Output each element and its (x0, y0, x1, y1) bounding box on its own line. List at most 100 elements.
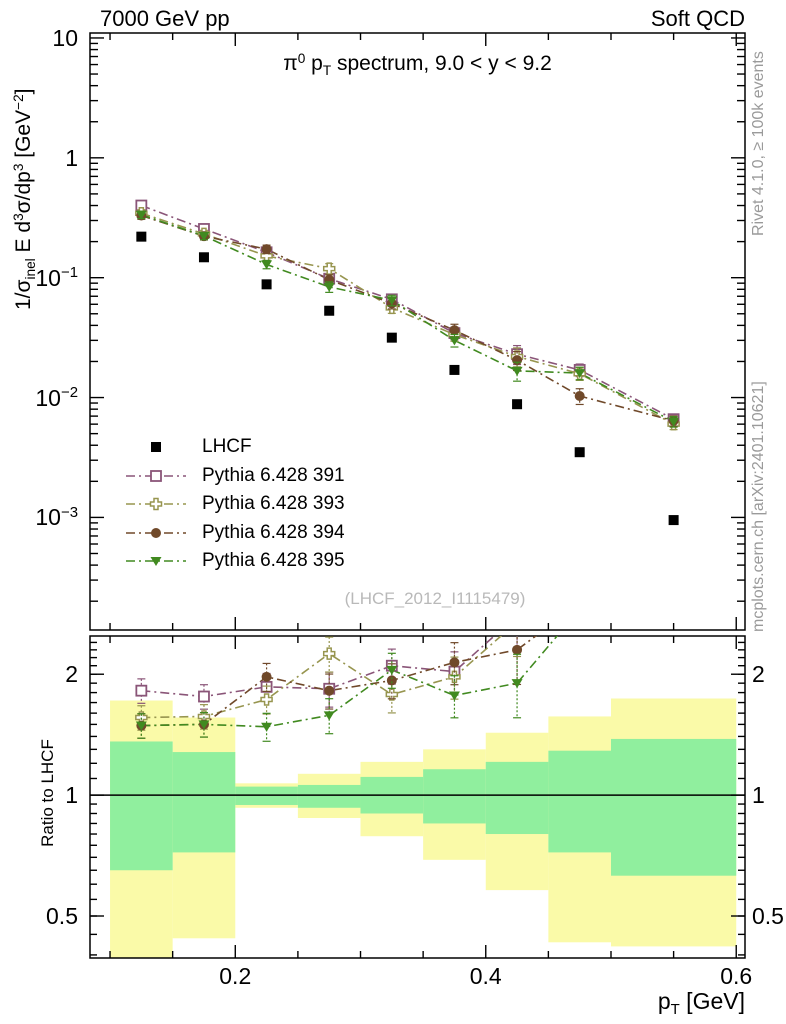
band-green-rect (423, 769, 486, 824)
legend-marker-pythia-395 (126, 557, 186, 566)
legend-marker-glyph (150, 470, 162, 482)
ratio-data-point (449, 657, 460, 668)
legend-marker-lhcf (151, 442, 161, 452)
legend-marker-glyph (151, 528, 161, 538)
series-points-main-2 (135, 206, 680, 431)
data-point (574, 447, 585, 458)
ratio-data-point (386, 675, 397, 686)
ratio-data-point (261, 671, 272, 682)
band-green-rect (297, 784, 361, 808)
data-point (198, 231, 210, 241)
legend-label: Pythia 6.428 393 (202, 493, 345, 514)
legend-marker-pythia-393 (126, 497, 186, 511)
ratio-data-point (261, 722, 273, 732)
ratio-data-point (198, 690, 210, 703)
legend-marker-pythia-394 (126, 528, 186, 538)
beam-label: 7000 GeV pp (100, 6, 230, 31)
data-point (448, 336, 460, 346)
series-line-ratio-3 (141, 636, 538, 727)
ratio-data-point (512, 644, 523, 655)
ratio-y-tick-label-left: 1 (65, 782, 78, 809)
ratio-y-tick-label-right: 1 (752, 782, 765, 809)
label-segment: π (283, 52, 298, 75)
data-point (512, 399, 523, 410)
label-segment: T (322, 62, 332, 78)
ratio-data-point (260, 693, 273, 706)
data-point (261, 244, 272, 255)
ratio-data-point (135, 684, 148, 697)
data-point (261, 260, 273, 270)
mcplots-arxiv-note: mcplots.cern.ch [arXiv:2401.10621] (750, 381, 767, 632)
x-tick-label: 0.2 (219, 963, 252, 989)
main-panel-frame (89, 32, 746, 631)
band-green-rect (485, 761, 549, 835)
ratio-data-point (448, 691, 460, 701)
main-y-tick-label: 10−2 (35, 384, 78, 411)
series-line-main-1 (141, 204, 674, 420)
x-tick-label: 0.6 (720, 963, 753, 989)
ratio-y-tick-label-right: 2 (752, 661, 765, 688)
band-green-rect (172, 752, 236, 853)
legend-marker-glyph (151, 442, 161, 452)
series-line (141, 204, 674, 420)
main-y-tick-label: 10 (52, 24, 78, 51)
label-segment: [GeV] (679, 988, 745, 1014)
series-line (141, 212, 674, 425)
data-point (449, 364, 460, 375)
analysis-id-watermark: (LHCF_2012_I1115479) (344, 589, 526, 608)
ratio-data-point (198, 720, 210, 730)
ratio-data-point (386, 665, 398, 675)
data-point (449, 325, 460, 336)
rivet-version-note: Rivet 4.1.0, ≥ 100k events (750, 51, 767, 236)
series-line (141, 214, 674, 422)
label-segment: σ/dp (12, 171, 35, 214)
ratio-data-point (512, 611, 522, 621)
plot-title: π0 pT spectrum, 9.0 < y < 9.2 (90, 51, 745, 78)
label-segment: T (670, 1001, 680, 1019)
data-point (136, 231, 147, 242)
legend-item-pythia-391: Pythia 6.428 391 (124, 462, 345, 490)
series-points-ratio-4 (135, 652, 523, 742)
band-green-rect (548, 750, 611, 853)
ratio-y-tick-label-left: 2 (65, 661, 78, 688)
series-ratio-line (141, 636, 538, 727)
data-point (135, 210, 147, 220)
legend-label: LHCF (202, 436, 252, 457)
data-point (574, 369, 586, 379)
data-point (668, 515, 679, 526)
uncertainty-bands (110, 698, 737, 958)
ratio-data-point (322, 647, 336, 660)
main-y-tick-label: 10−1 (35, 264, 78, 291)
ratio-data-point (511, 679, 523, 689)
label-segment: −2 (10, 94, 26, 110)
ratio-data-point (323, 711, 335, 721)
band-green-rect (110, 741, 173, 871)
ratio-data-point (385, 688, 399, 701)
legend-label: Pythia 6.428 395 (202, 550, 345, 571)
ratio-y-tick-label-right: 0.5 (752, 903, 784, 929)
label-segment: p (657, 988, 671, 1014)
series-points-main-4 (135, 210, 680, 428)
label-segment: 3 (10, 213, 26, 221)
data-point (198, 252, 209, 263)
data-point (574, 391, 585, 402)
series-line-main-2 (141, 212, 674, 425)
ratio-y-tick-label-left: 0.5 (46, 903, 78, 929)
series-line-main-3 (141, 214, 674, 422)
data-point (323, 282, 335, 292)
ratio-data-point (135, 721, 147, 731)
data-point (386, 296, 398, 306)
label-segment: spectrum, 9.0 < y < 9.2 (331, 52, 552, 75)
legend-item-pythia-394: Pythia 6.428 394 (124, 519, 345, 547)
ratio-data-point (324, 685, 335, 696)
legend-item-pythia-395: Pythia 6.428 395 (124, 547, 345, 575)
data-point (324, 305, 335, 316)
data-point (511, 366, 523, 376)
legend-marker-glyph (149, 497, 163, 511)
ratio-panel-frame (89, 635, 746, 959)
data-point (322, 262, 336, 275)
legend-item-lhcf: LHCF (124, 433, 252, 461)
series-ratio-line (141, 636, 559, 728)
